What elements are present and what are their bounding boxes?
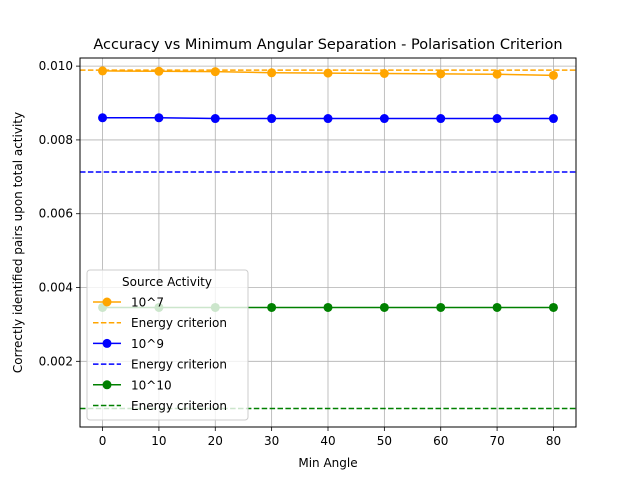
x-axis-label: Min Angle — [298, 456, 357, 470]
data-point — [548, 114, 558, 124]
data-point — [379, 68, 389, 78]
data-point — [267, 302, 277, 312]
data-point — [154, 66, 164, 76]
legend-label: Energy criterion — [131, 316, 227, 330]
data-point — [210, 114, 220, 124]
x-tick-label: 30 — [264, 434, 279, 448]
data-point — [98, 66, 108, 76]
x-tick-label: 80 — [546, 434, 561, 448]
data-point — [98, 113, 108, 123]
chart-title: Accuracy vs Minimum Angular Separation -… — [93, 37, 562, 53]
x-tick-label: 40 — [320, 434, 335, 448]
y-tick-label: 0.006 — [39, 207, 73, 221]
legend-entries: 10^7 Energy criterion 10^9 Energy criterion… — [93, 296, 227, 413]
legend-title: Source Activity — [122, 275, 212, 289]
y-tick-label: 0.010 — [39, 59, 73, 73]
legend-box — [86, 269, 249, 421]
data-point — [379, 302, 389, 312]
y-axis-label: Correctly identified pairs upon total ac… — [11, 112, 25, 373]
x-tick-label: 50 — [377, 434, 392, 448]
legend-label: 10^9 — [131, 337, 164, 351]
legend-label: Energy criterion — [131, 399, 227, 413]
legend-swatch-marker — [102, 380, 112, 390]
data-point — [436, 302, 446, 312]
data-point — [492, 69, 502, 79]
data-point — [436, 69, 446, 79]
data-point — [379, 114, 389, 124]
legend-label: 10^7 — [131, 296, 164, 310]
data-point — [210, 67, 220, 77]
data-point — [323, 114, 333, 124]
legend: Source Activity 10^7 Energy criterion 10^9… — [86, 269, 249, 421]
data-point — [323, 302, 333, 312]
plot-series — [80, 66, 576, 410]
legend-label: 10^10 — [131, 378, 172, 392]
legend-swatch-marker — [102, 297, 112, 307]
data-point — [492, 302, 502, 312]
legend-label: Energy criterion — [131, 358, 227, 372]
x-tick-label: 10 — [151, 434, 166, 448]
x-tick-label: 20 — [208, 434, 223, 448]
x-tick-label: 70 — [489, 434, 504, 448]
data-point — [548, 302, 558, 312]
y-tick-label: 0.008 — [39, 133, 73, 147]
data-point — [436, 114, 446, 124]
data-point — [492, 114, 502, 124]
legend-swatch-marker — [102, 338, 112, 348]
x-tick-label: 0 — [99, 434, 107, 448]
data-point — [548, 70, 558, 80]
data-point — [267, 114, 277, 124]
y-tick-label: 0.004 — [39, 281, 73, 295]
x-tick-label: 60 — [433, 434, 448, 448]
data-point — [154, 113, 164, 123]
axis-ticks: 0 10 20 30 40 50 60 70 80 0.002 0.004 0.006 0.008 0.0… — [39, 59, 561, 448]
y-tick-label: 0.002 — [39, 354, 73, 368]
